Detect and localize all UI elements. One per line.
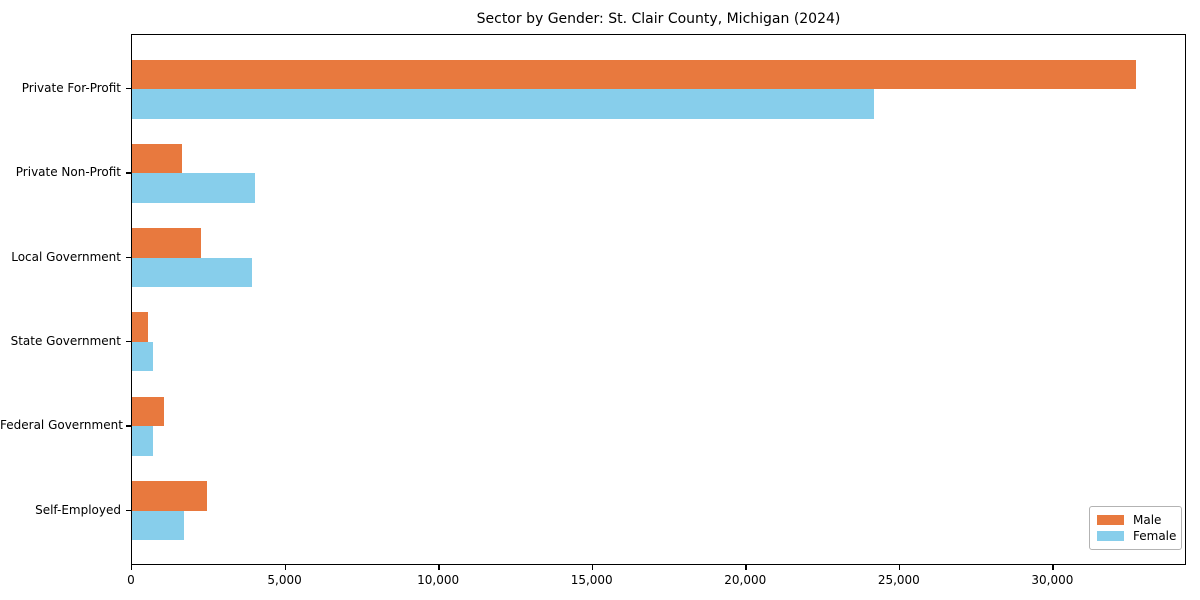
bar-female-2 xyxy=(132,257,252,288)
plot-area xyxy=(131,34,1186,565)
y-tick-mark xyxy=(126,172,131,174)
y-tick-mark xyxy=(126,88,131,90)
x-tick-mark xyxy=(284,565,286,570)
y-tick-label: State Government xyxy=(10,333,121,348)
y-tick-label: Federal Government xyxy=(0,418,123,433)
y-tick-label: Self-Employed xyxy=(35,502,121,517)
x-tick-mark xyxy=(898,565,901,570)
chart-title: Sector by Gender: St. Clair County, Mich… xyxy=(476,11,841,27)
x-tick-mark xyxy=(131,565,133,570)
x-tick-label: 5,000 xyxy=(267,573,302,587)
x-tick-label: 0 xyxy=(127,573,135,587)
x-tick-label: 25,000 xyxy=(877,573,920,587)
bar-male-3 xyxy=(132,312,148,342)
bar-male-4 xyxy=(132,396,164,427)
legend-label: Female xyxy=(1133,529,1177,544)
x-tick-mark xyxy=(745,565,747,570)
y-tick-label: Private For-Profit xyxy=(21,81,121,95)
bar-female-0 xyxy=(132,89,874,119)
bar-male-5 xyxy=(132,481,208,511)
legend: Male Female xyxy=(1089,506,1182,550)
legend-entry-male: Male xyxy=(1097,514,1174,526)
x-tick-mark xyxy=(1052,565,1054,570)
legend-entry-female: Female xyxy=(1097,529,1177,544)
bar-female-4 xyxy=(132,426,154,456)
legend-label: Male xyxy=(1133,512,1162,527)
y-tick-label: Local Government xyxy=(11,249,121,264)
legend-swatch-male xyxy=(1097,514,1124,525)
y-tick-label: Private Non-Profit xyxy=(15,165,121,180)
bar-female-5 xyxy=(132,510,184,540)
x-tick-label: 30,000 xyxy=(1031,573,1074,587)
y-tick-mark xyxy=(126,256,131,258)
x-tick-label: 15,000 xyxy=(570,573,613,587)
y-tick-mark xyxy=(126,509,131,511)
x-tick-label: 10,000 xyxy=(417,573,460,587)
x-tick-mark xyxy=(591,565,594,570)
bar-female-3 xyxy=(132,341,153,372)
bar-male-2 xyxy=(132,228,202,258)
bar-female-1 xyxy=(132,173,255,203)
bar-male-1 xyxy=(132,143,182,174)
bar-male-0 xyxy=(132,59,1137,89)
y-tick-mark xyxy=(126,425,131,427)
y-tick-mark xyxy=(126,340,131,343)
legend-swatch-female xyxy=(1097,531,1124,542)
x-tick-label: 20,000 xyxy=(724,573,767,587)
x-tick-mark xyxy=(438,565,440,570)
